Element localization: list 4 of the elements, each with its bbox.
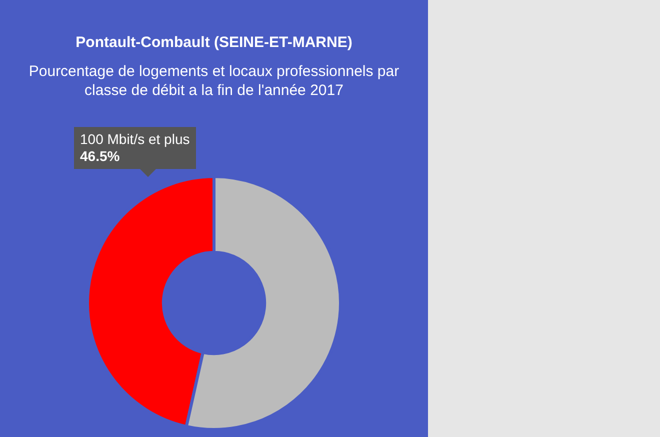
slice-label: 100 Mbit/s et plus bbox=[80, 130, 190, 146]
chart-title: Pontault-Combault (SEINE-ET-MARNE) bbox=[74, 34, 354, 51]
data-label: 46.5% bbox=[80, 148, 121, 164]
chart-subtitle: Pourcentage de logements et locaux professionnels par classe de débit a la fin de l'année 2017 bbox=[28, 62, 400, 100]
